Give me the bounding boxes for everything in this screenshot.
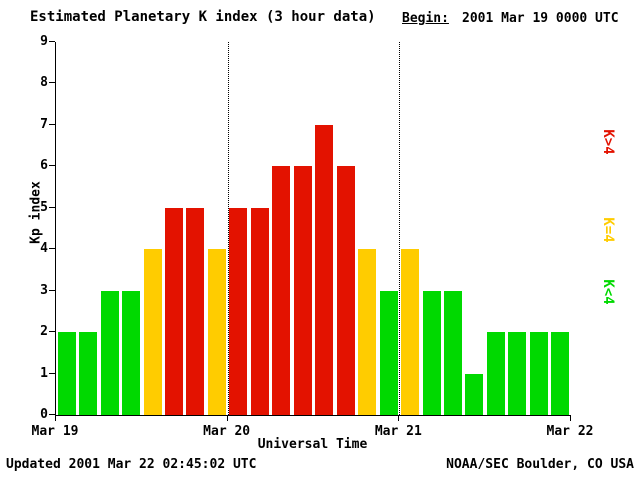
kp-bar [529, 332, 548, 415]
begin-label: Begin: [402, 11, 449, 26]
x-tick-label: Mar 21 [374, 424, 422, 439]
kp-bar [272, 166, 291, 415]
plot-area [55, 42, 571, 416]
x-tick-mark [55, 416, 56, 421]
kp-bar [57, 332, 76, 415]
y-tick-label: 2 [40, 324, 48, 340]
kp-bar [465, 373, 484, 415]
y-tick-mark [49, 331, 55, 333]
y-tick-mark [49, 82, 55, 84]
y-tick-label: 1 [40, 365, 48, 381]
kp-bar [358, 249, 377, 415]
y-tick-label: 4 [40, 241, 48, 257]
kp-bar [293, 166, 312, 415]
legend-label: K<4 [600, 279, 616, 305]
y-tick-mark [49, 414, 55, 415]
kp-bar [229, 207, 248, 415]
updated-timestamp: Updated 2001 Mar 22 02:45:02 UTC [6, 457, 257, 472]
kp-bar [422, 290, 441, 415]
kp-bar [186, 207, 205, 415]
kp-bar [315, 124, 334, 415]
kp-bar [250, 207, 269, 415]
source-credit: NOAA/SEC Boulder, CO USA [446, 457, 634, 472]
y-tick-label: 0 [40, 407, 48, 422]
y-tick-label: 9 [40, 34, 48, 49]
y-tick-mark [49, 206, 55, 208]
y-tick-label: 3 [40, 282, 48, 298]
y-tick-mark [49, 165, 55, 167]
day-boundary-gridline [399, 42, 401, 415]
legend-label: K>4 [600, 129, 616, 155]
x-tick-mark [398, 416, 400, 421]
y-tick-label: 8 [40, 75, 48, 91]
kp-bar [143, 249, 162, 415]
y-tick-mark [49, 289, 55, 291]
x-tick-mark [570, 416, 571, 421]
kp-bar [100, 290, 119, 415]
kp-bar [122, 290, 141, 415]
x-axis-ticks: Mar 19 Mar 20 Mar 21 Mar 22 [32, 416, 593, 446]
x-tick-label: Mar 20 [203, 424, 251, 439]
kp-bar [336, 166, 355, 415]
kp-bar [508, 332, 527, 415]
kp-bar [79, 332, 98, 415]
x-tick-label: Mar 22 [546, 424, 594, 439]
x-tick-label: Mar 19 [31, 424, 79, 439]
kp-bar [379, 290, 398, 415]
y-tick-mark [49, 41, 55, 42]
y-tick-label: 6 [40, 158, 48, 174]
kp-bar [551, 332, 570, 415]
y-tick-mark [49, 123, 55, 125]
kp-bar [401, 249, 420, 415]
y-tick-label: 5 [40, 199, 48, 215]
y-axis-tick-labels: 0 1 2 3 4 5 6 7 8 9 [28, 35, 48, 422]
begin-value: 2001 Mar 19 0000 UTC [462, 11, 619, 26]
x-axis-label: Universal Time [257, 437, 368, 452]
kp-bar [486, 332, 505, 415]
y-axis-ticks [48, 41, 55, 415]
x-tick-mark [226, 416, 228, 421]
kp-bar [443, 290, 462, 415]
y-tick-mark [49, 248, 55, 250]
chart-title: Estimated Planetary K index (3 hour data… [30, 9, 376, 25]
y-tick-label: 7 [40, 116, 48, 132]
day-boundary-gridline [227, 42, 229, 415]
legend-label: K=4 [600, 217, 616, 243]
kp-bar [207, 249, 226, 415]
y-tick-mark [49, 372, 55, 374]
kp-bar [165, 207, 184, 415]
